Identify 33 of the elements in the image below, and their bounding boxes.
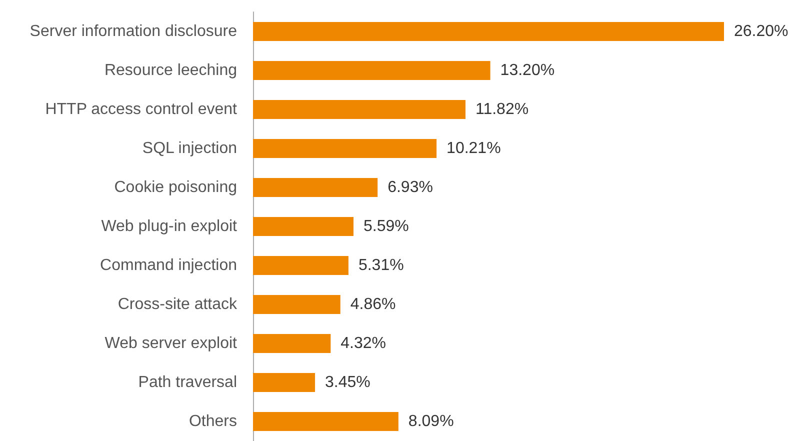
y-tick-label: Server information disclosure	[30, 23, 238, 40]
y-tick-label: Path traversal	[138, 374, 237, 391]
bar	[253, 139, 437, 158]
bar	[253, 373, 316, 392]
y-tick-label: Web server exploit	[104, 335, 238, 352]
bar	[253, 22, 724, 41]
data-label: 10.21%	[446, 140, 501, 157]
bar	[253, 178, 378, 197]
data-label: 6.93%	[388, 179, 433, 196]
bar	[253, 256, 348, 275]
bar	[253, 217, 354, 236]
data-label: 5.59%	[363, 218, 409, 235]
data-label: 26.20%	[734, 23, 788, 40]
data-label: 11.82%	[475, 101, 529, 118]
y-tick-label: SQL injection	[142, 140, 237, 157]
y-tick-label: Others	[188, 413, 237, 430]
data-label: 13.20%	[500, 62, 555, 79]
bar	[253, 100, 466, 119]
data-label: 8.09%	[408, 413, 454, 430]
bar	[253, 334, 331, 353]
y-tick-label: Cookie poisoning	[114, 179, 237, 196]
y-tick-label: Cross-site attack	[118, 296, 238, 313]
data-label: 3.45%	[325, 374, 370, 391]
data-label: 4.32%	[340, 335, 386, 352]
y-tick-label: Command injection	[100, 257, 237, 274]
data-label: 4.86%	[350, 296, 396, 313]
y-tick-label: Resource leeching	[104, 62, 237, 79]
y-tick-label: HTTP access control event	[45, 101, 238, 118]
y-tick-label: Web plug-in exploit	[101, 218, 238, 235]
bar	[253, 61, 490, 80]
data-label: 5.31%	[358, 257, 404, 274]
bar	[253, 412, 398, 431]
bar	[253, 295, 340, 314]
